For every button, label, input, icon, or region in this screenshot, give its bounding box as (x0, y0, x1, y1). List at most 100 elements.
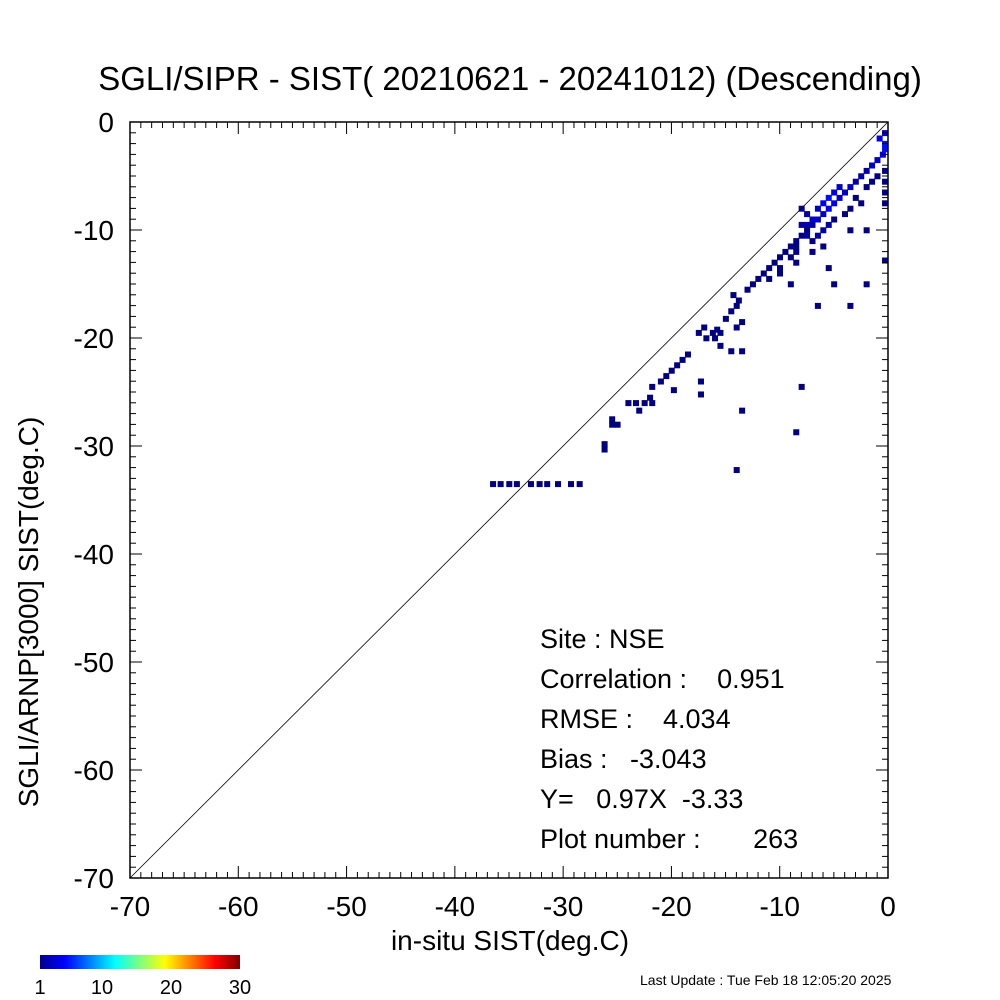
data-cell (882, 257, 889, 264)
data-cell (730, 292, 737, 299)
data-cell (739, 319, 746, 326)
data-cell (722, 315, 729, 322)
data-cell (679, 356, 686, 363)
data-cell (697, 378, 704, 385)
data-cell (733, 302, 740, 309)
data-cell (820, 200, 827, 207)
data-cell (787, 243, 794, 250)
data-cell (647, 394, 654, 401)
data-cell (847, 227, 854, 234)
data-cell (820, 211, 827, 218)
data-cell (804, 211, 811, 218)
data-cell (744, 286, 751, 293)
data-cell (882, 189, 889, 196)
y-axis-title: SGLI/ARNP[3000] SIST(deg.C) (13, 417, 44, 808)
colorbar-gradient (40, 955, 240, 969)
x-tick-label: -50 (326, 891, 366, 922)
data-cell (670, 387, 677, 394)
y-tick-label: 0 (98, 107, 114, 138)
data-cell (804, 227, 811, 234)
x-tick-label: -20 (651, 891, 691, 922)
data-cell (863, 184, 870, 191)
data-cell (798, 221, 805, 228)
data-cell (814, 205, 821, 212)
x-axis-title: in-situ SIST(deg.C) (391, 925, 629, 956)
data-cell (766, 275, 773, 282)
data-cell (641, 400, 648, 407)
data-cell (825, 221, 832, 228)
data-cell (882, 178, 889, 185)
data-cell (490, 481, 497, 488)
data-cell (497, 481, 504, 488)
data-cell (793, 243, 800, 250)
data-cell (820, 227, 827, 234)
y-tick-label: -40 (74, 539, 114, 570)
data-cell (695, 329, 702, 336)
last-update-text: Last Update : Tue Feb 18 12:05:20 2025 (640, 972, 892, 988)
data-cell (882, 200, 889, 207)
y-tick-label: -50 (74, 647, 114, 678)
data-cell (766, 265, 773, 272)
x-tick-label: -60 (218, 891, 258, 922)
data-cell (712, 335, 719, 342)
data-cell (876, 135, 883, 142)
plot-frame (129, 121, 889, 879)
data-cell (703, 335, 710, 342)
data-cell (506, 481, 513, 488)
data-cell (852, 178, 859, 185)
colorbar-tick-20: 20 (160, 977, 182, 999)
reference-line (129, 121, 889, 879)
data-cell (733, 324, 740, 331)
y-tick-label: -20 (74, 323, 114, 354)
y-tick-label: -10 (74, 215, 114, 246)
data-cell (869, 178, 876, 185)
data-cell (858, 200, 865, 207)
data-cell (749, 281, 756, 288)
stat-fit: Y= 0.97X -3.33 (540, 784, 743, 814)
data-cell (649, 400, 656, 407)
data-cell (709, 329, 716, 336)
data-cell (609, 416, 616, 423)
data-cell (657, 378, 664, 385)
data-cell (513, 481, 520, 488)
data-cell (831, 189, 838, 196)
data-cell (863, 281, 870, 288)
data-cell (728, 348, 735, 355)
data-cell (714, 326, 721, 333)
data-cell (798, 383, 805, 390)
stat-correlation: Correlation : 0.951 (540, 664, 785, 694)
data-cell (814, 216, 821, 223)
data-cell (847, 302, 854, 309)
stat-bias: Bias : -3.043 (540, 744, 707, 774)
data-cell (863, 167, 870, 174)
data-cell (555, 481, 562, 488)
data-cell (841, 211, 848, 218)
stats-box: Site : NSE Correlation : 0.951 RMSE : 4.… (540, 624, 798, 854)
data-cell (787, 281, 794, 288)
x-tick-label: -70 (110, 891, 150, 922)
data-cell (649, 383, 656, 390)
data-cell (576, 481, 583, 488)
y-tick-label: -30 (74, 431, 114, 462)
y-tick-label: -70 (74, 863, 114, 894)
colorbar: 1 10 20 30 (34, 955, 251, 999)
data-cell (814, 302, 821, 309)
data-cell (841, 189, 848, 196)
data-cell (609, 421, 616, 428)
data-cell (809, 238, 816, 245)
data-cell (625, 400, 632, 407)
data-cell (831, 200, 838, 207)
data-cell (798, 205, 805, 212)
data-cell (777, 270, 784, 277)
data-cell (728, 308, 735, 315)
data-cell (847, 205, 854, 212)
data-cell (674, 362, 681, 369)
data-cell (793, 259, 800, 266)
data-cell (858, 173, 865, 180)
data-cell (804, 232, 811, 239)
data-cell (847, 184, 854, 191)
data-cell (831, 216, 838, 223)
data-cell (782, 248, 789, 255)
data-cell (777, 254, 784, 261)
